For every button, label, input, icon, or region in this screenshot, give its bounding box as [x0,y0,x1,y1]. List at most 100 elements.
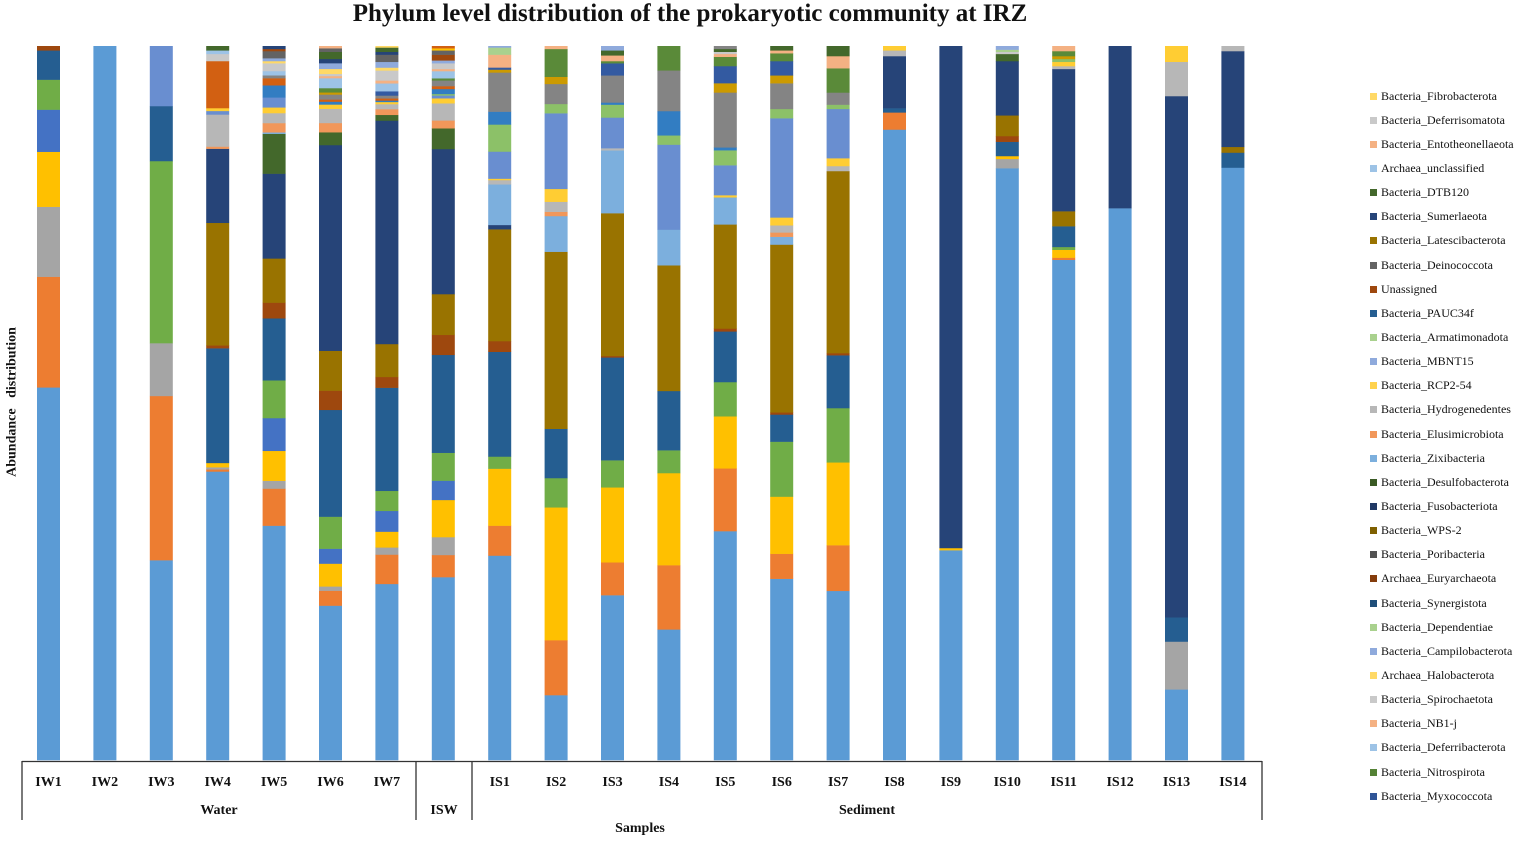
x-tick-label: IS6 [772,775,792,790]
bar-segment [262,258,286,303]
bar-segment [319,75,342,79]
bar-segment [375,547,399,555]
legend-label: Bacteria_Sumerlaeota [1381,209,1487,224]
legend-item: Unassigned [1370,277,1514,301]
legend-label: Bacteria_NB1-j [1381,716,1457,731]
bar-segment [488,179,512,185]
bar-is5 [713,46,737,761]
bar-segment [488,67,512,70]
bar-segment [262,318,286,381]
bar-segment [601,562,624,596]
bar-segment [488,468,512,526]
bar-segment [770,108,794,119]
x-tick-label: IS14 [1219,775,1246,790]
x-tick-label: IW7 [374,775,400,790]
x-tick-label: IW6 [317,775,343,790]
bar-segment [770,553,794,579]
bar-segment [826,165,850,172]
legend-label: Bacteria_Deferrisomatota [1381,112,1505,127]
bar-segment [883,46,906,51]
legend-swatch [1370,671,1377,679]
bar-segment [770,578,794,761]
bar-segment [883,50,906,57]
bar-segment [770,53,794,62]
bar-is9 [939,46,963,761]
legend-item: Bacteria_NB1-j [1370,712,1514,736]
bar-segment [1052,61,1076,67]
bar-segment [375,80,399,84]
bar-segment [206,148,230,224]
bar-segment [939,46,963,549]
bar-segment [995,141,1019,157]
bar-segment [883,129,906,761]
legend-label: Bacteria_Desulfobacterota [1381,474,1509,489]
legend-label: Archaea_unclassified [1381,160,1485,175]
bar-segment [826,462,850,546]
bar-segment [206,53,230,62]
legend-item: Bacteria_Armatimonadota [1370,325,1514,349]
bar-segment [995,135,1019,142]
x-tick-label: IS1 [490,775,510,790]
legend-label: Bacteria_Synergistota [1381,595,1487,610]
bar-segment [1052,257,1076,260]
bar-segment [206,469,230,472]
bar-segment [770,50,794,54]
bar-segment [431,499,455,538]
bar-segment [431,537,455,556]
legend-item: Bacteria_PAUC34f [1370,301,1514,325]
bar-segment [319,48,342,52]
bar-segment [657,144,681,230]
bar-segment [375,490,399,512]
bar-segment [431,98,455,104]
bar-segment [262,133,286,174]
bar-segment [601,357,624,461]
bar-segment [431,294,455,336]
bar-segment [319,73,342,77]
legend-swatch [1370,382,1377,390]
bar-segment [713,56,737,67]
bar-segment [319,516,342,549]
bar-segment [206,107,230,112]
legend-item: Bacteria_Synergistota [1370,591,1514,615]
bar-segment [319,409,342,517]
bar-segment [206,467,230,470]
bar-segment [826,46,850,57]
bar-segment [1052,211,1076,227]
legend-label: Bacteria_Hydrogenedentes [1381,402,1511,417]
bar-segment [262,173,286,259]
legend-label: Bacteria_Fibrobacterota [1381,88,1497,103]
bar-segment [375,101,399,105]
bar-segment [319,104,342,109]
bar-is14 [1221,46,1245,761]
bar-segment [1165,617,1188,642]
bar-segment [601,148,624,151]
bar-segment [375,387,399,492]
legend-swatch [1370,502,1377,510]
bar-segment [601,75,624,103]
bar-segment [206,348,230,464]
legend-item: Bacteria_Deferribacterota [1370,736,1514,760]
x-tick-label: IS11 [1050,775,1076,790]
bar-segment [657,629,681,761]
bar-segment [601,104,624,118]
bar-segment [262,525,286,761]
legend-swatch [1370,237,1377,245]
bar-iw5 [262,46,286,761]
bar-segment [544,76,568,85]
bar-segment [431,86,455,90]
bar-is4 [657,46,681,761]
bar-segment [262,380,286,419]
x-axis-label: Samples [615,821,665,836]
bar-segment [375,95,399,99]
bar-segment [319,51,342,60]
x-tick-label: IW5 [261,775,287,790]
x-tick-label: IS5 [715,775,735,790]
group-label-sediment: Sediment [839,803,895,818]
bar-segment [149,46,173,107]
bar-segment [206,60,230,109]
bar-segment [657,390,681,451]
bar-segment [488,124,512,152]
legend-item: Archaea_Euryarchaeota [1370,567,1514,591]
x-tick-label: IS10 [994,775,1021,790]
bar-segment [601,63,624,76]
